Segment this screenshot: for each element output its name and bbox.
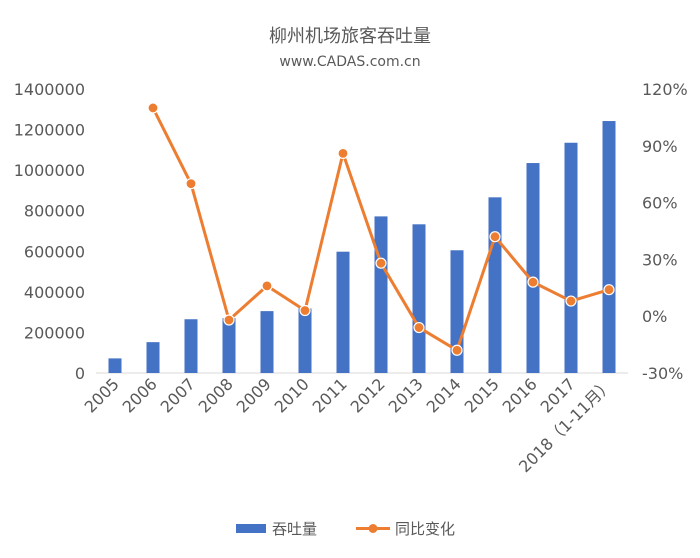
line-point-2013 (413, 321, 425, 334)
y-left-tick-label: 1000000 (14, 161, 85, 180)
bar-2010 (298, 308, 312, 373)
line-point-2011 (337, 147, 349, 159)
bar-2007 (184, 319, 198, 373)
line-point-2008 (223, 314, 235, 326)
x-tick-label: 2005 (81, 374, 123, 416)
bar-2011 (336, 251, 350, 373)
bar-2018（1-11月） (602, 121, 616, 374)
y-left-tick-label: 0 (75, 364, 85, 383)
y-right-tick-label: 120% (642, 80, 688, 99)
y-left-tick-label: 1200000 (14, 121, 85, 140)
y-left-tick-label: 1400000 (14, 80, 85, 99)
chart-title: 柳州机场旅客吞吐量 (269, 26, 431, 47)
x-tick-label: 2014 (423, 374, 465, 416)
line-point-2017 (565, 295, 577, 307)
x-tick-label: 2007 (157, 374, 199, 416)
line-point-2012 (375, 257, 387, 269)
line-point-2014 (451, 344, 463, 356)
line-point-2018（1-11月） (603, 284, 615, 296)
chart-subtitle: www.CADAS.com.cn (279, 54, 420, 70)
line-point-2006 (147, 102, 159, 114)
y-left-tick-label: 400000 (24, 283, 85, 302)
bar-2008 (222, 318, 236, 373)
x-tick-label: 2006 (119, 374, 161, 416)
x-tick-label: 2010 (271, 374, 313, 416)
y-right-tick-label: 60% (642, 194, 678, 213)
legend-bar-swatch (236, 524, 266, 533)
bar-2015 (488, 197, 502, 373)
legend-bar-label: 吞吐量 (272, 520, 317, 538)
legend-line-label: 同比变化 (395, 520, 455, 538)
bar-2005 (108, 358, 122, 373)
x-tick-label: 2008 (195, 374, 237, 416)
bar-2012 (374, 216, 388, 373)
x-tick-label: 2016 (499, 374, 541, 416)
line-point-2010 (299, 304, 311, 317)
x-tick-label: 2012 (347, 374, 389, 416)
bar-2009 (260, 311, 274, 373)
y-right-tick-label: 30% (642, 250, 678, 269)
y-right-tick-label: 0% (642, 307, 667, 326)
y-right-tick-label: 90% (642, 137, 678, 156)
y-left-tick-label: 200000 (24, 323, 85, 342)
line-point-2015 (489, 231, 501, 243)
y-left-tick-label: 800000 (24, 202, 85, 221)
bar-2006 (146, 342, 160, 373)
legend: 吞吐量 同比变化 (236, 520, 455, 538)
bar-2013 (412, 224, 426, 373)
bar-2017 (564, 142, 578, 373)
x-tick-label: 2009 (233, 374, 275, 416)
bar-2016 (526, 163, 540, 373)
x-tick-label: 2015 (461, 374, 503, 416)
x-tick-label: 2011 (309, 374, 351, 416)
y-left-tick-label: 600000 (24, 242, 85, 261)
legend-line-marker (368, 524, 378, 533)
line-point-2016 (527, 276, 539, 288)
x-tick-label: 2013 (385, 374, 427, 416)
line-point-2007 (185, 178, 197, 190)
line-point-2009 (261, 280, 273, 292)
plot-area: 0 200000 400000 600000 800000 1000000 1200000 1… (14, 80, 688, 476)
y-right-tick-label: -30% (642, 364, 683, 383)
